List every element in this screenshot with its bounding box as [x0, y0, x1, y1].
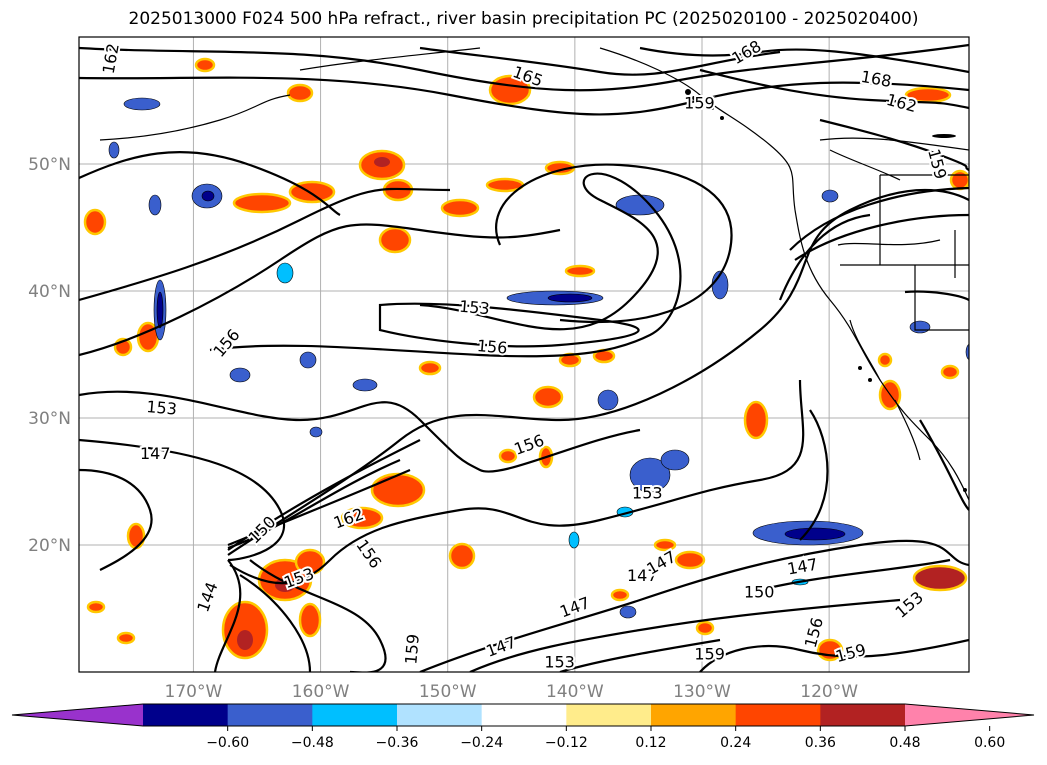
contour-value-label: 159 — [401, 633, 423, 665]
islands — [685, 89, 967, 492]
latitude-label: 50°N — [28, 155, 71, 175]
contour-value-label: 147 — [140, 444, 171, 463]
colorbar-swatch — [651, 704, 737, 726]
contour-value-label: 153 — [632, 483, 663, 502]
colorbar-max-arrow — [905, 704, 1034, 726]
colorbar-tick-label: 0.48 — [889, 735, 920, 751]
colorbar-swatch — [481, 704, 567, 726]
colorbar-tick-label: −0.24 — [460, 735, 503, 751]
colorbar-tick-label: −0.36 — [376, 735, 419, 751]
colorbar-tick-label: −0.60 — [206, 735, 249, 751]
longitude-label: 150°W — [419, 682, 477, 702]
colorbar-swatch — [566, 704, 652, 726]
colorbar: −0.60 −0.48 −0.36 −0.24 −0.12 0.12 0.24 0.36 0.4… — [11, 703, 1035, 751]
colorbar-swatch — [143, 704, 229, 726]
map-frame — [78, 36, 970, 673]
colorbar-swatch — [820, 704, 906, 726]
contour-value-label: 153 — [146, 397, 178, 419]
map-title: 2025013000 F024 500 hPa refract., river … — [128, 9, 919, 29]
contour-value-label: 156 — [476, 336, 508, 358]
colorbar-swatch — [397, 704, 483, 726]
colorbar-swatch — [735, 704, 821, 726]
latitude-label: 20°N — [28, 536, 71, 556]
contour-value-label: 153 — [458, 297, 490, 319]
coastlines — [99, 47, 969, 501]
longitude-label: 120°W — [800, 682, 858, 702]
colorbar-tick-label: 0.24 — [720, 735, 751, 751]
contour-value-label: 159 — [684, 94, 715, 113]
contour-value-label: 147 — [627, 566, 658, 585]
colorbar-tick-label: −0.48 — [291, 735, 334, 751]
longitude-label: 170°W — [165, 682, 223, 702]
longitude-label: 140°W — [546, 682, 604, 702]
longitude-label: 160°W — [292, 682, 350, 702]
colorbar-tick-label: 0.60 — [974, 735, 1005, 751]
colorbar-tick-label: −0.12 — [545, 735, 588, 751]
refractivity-contours — [79, 43, 969, 672]
latitude-label: 40°N — [28, 282, 71, 302]
longitude-labels: 170°W 160°W 150°W 140°W 130°W 120°W — [165, 682, 859, 702]
colorbar-swatch — [227, 704, 313, 726]
colorbar-tick-label: 0.36 — [805, 735, 836, 751]
contour-value-label: 150 — [744, 582, 775, 601]
contour-value-label: 153 — [544, 652, 575, 671]
latitude-labels: 50°N 40°N 30°N 20°N — [28, 155, 71, 556]
colorbar-swatch — [312, 704, 398, 726]
longitude-label: 130°W — [673, 682, 731, 702]
colorbar-tick-label: 0.12 — [635, 735, 666, 751]
latitude-label: 30°N — [28, 409, 71, 429]
colorbar-min-arrow — [12, 704, 143, 726]
contour-value-label: 159 — [694, 645, 725, 664]
colorbar-outline — [11, 703, 1035, 727]
